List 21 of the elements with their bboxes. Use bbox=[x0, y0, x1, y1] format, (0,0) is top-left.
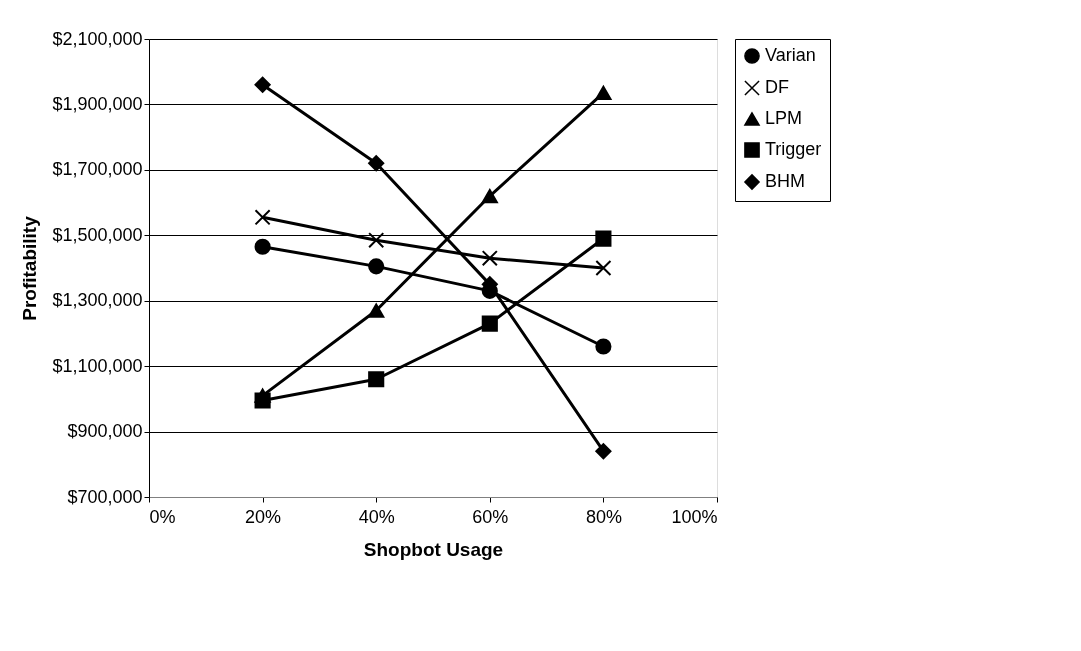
y-tick-label: $1,500,000 bbox=[52, 224, 143, 245]
y-tick-label: $1,100,000 bbox=[52, 355, 143, 376]
y-tick-label: $700,000 bbox=[67, 486, 143, 507]
y-tick-label: $2,100,000 bbox=[52, 28, 143, 49]
x-tick-label: 20% bbox=[245, 506, 282, 527]
x-tick-label: 60% bbox=[472, 506, 509, 527]
x-tick-label: 0% bbox=[149, 506, 176, 527]
legend-label: DF bbox=[765, 77, 789, 97]
legend-label: LPM bbox=[765, 108, 803, 128]
x-tick-label: 100% bbox=[671, 506, 718, 527]
y-tick-label: $1,700,000 bbox=[52, 159, 143, 180]
x-axis-title: Shopbot Usage bbox=[363, 538, 504, 560]
y-tick-label: $1,300,000 bbox=[52, 290, 143, 311]
x-tick-label: 80% bbox=[585, 506, 622, 527]
x-tick-label: 40% bbox=[358, 506, 395, 527]
legend-label: Trigger bbox=[765, 139, 822, 159]
legend-label: BHM bbox=[765, 171, 805, 191]
y-tick-label: $900,000 bbox=[67, 421, 143, 442]
y-tick-label: $1,900,000 bbox=[52, 93, 143, 114]
legend-label: Varian bbox=[765, 45, 816, 65]
y-axis-title: Profitability bbox=[19, 215, 41, 321]
